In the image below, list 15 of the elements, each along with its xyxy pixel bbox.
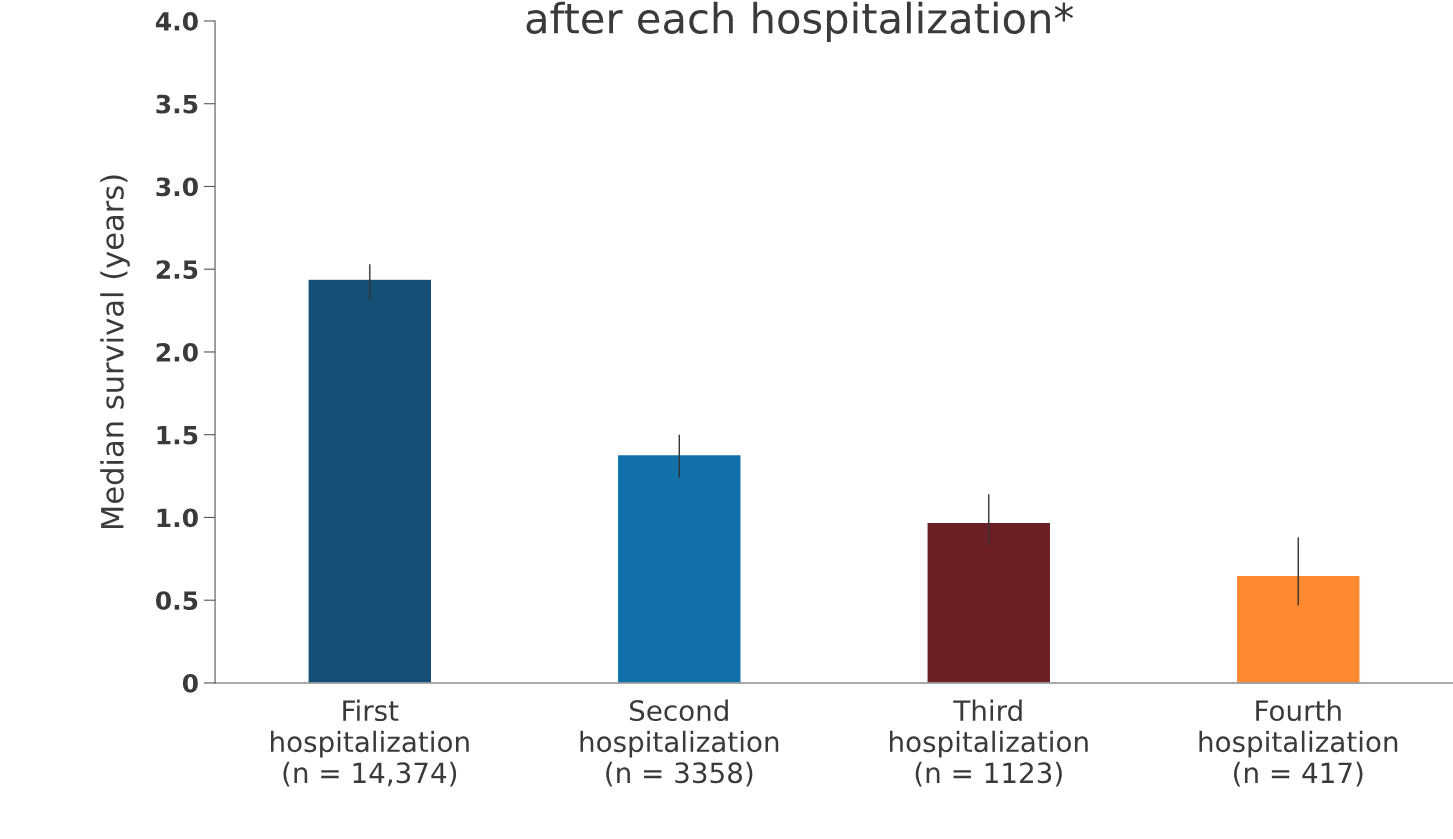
- y-tick-label: 2.0: [156, 342, 198, 362]
- x-tick-label: Third hospitalization (n = 1123): [890, 699, 1088, 787]
- y-tick-label: 1.0: [157, 508, 198, 528]
- y-axis-title: Median survival (years): [100, 175, 130, 529]
- y-tick-label: 3.0: [156, 177, 198, 197]
- y-tick-label: 4.0: [155, 11, 198, 31]
- chart-title: after each hospitalization*: [526, 1, 1074, 42]
- y-tick-label: 1.5: [157, 425, 198, 445]
- x-tick-label: Fourth hospitalization (n = 417): [1199, 699, 1398, 787]
- y-tick-label: 0: [182, 673, 198, 693]
- x-tick-label: Second hospitalization (n = 3358): [580, 699, 779, 787]
- x-tick-label: First hospitalization (n = 14,374): [271, 699, 469, 787]
- y-tick-label: 2.5: [156, 260, 198, 280]
- y-tick-label: 3.5: [156, 94, 198, 114]
- y-tick-label: 0.5: [155, 591, 198, 611]
